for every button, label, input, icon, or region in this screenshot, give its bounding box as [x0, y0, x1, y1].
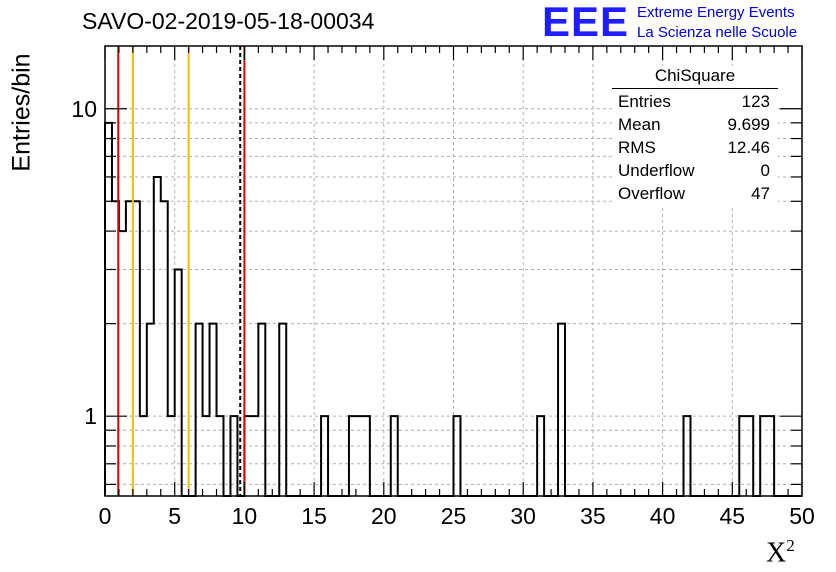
logo-text-line1: Extreme Energy Events [637, 4, 795, 21]
chart-title: SAVO-02-2019-05-18-00034 [82, 8, 375, 34]
stat-row-rms: RMS 12.46 [618, 138, 770, 160]
histogram-bin [126, 201, 133, 496]
histogram-bin [175, 269, 182, 496]
stat-key: Mean [618, 115, 661, 134]
x-tick-label: 5 [168, 503, 181, 529]
x-tick-label: 20 [371, 503, 397, 529]
x-axis-label-base: X [766, 537, 787, 569]
axes: 0 5 10 15 20 25 30 35 40 45 50 1 10 [71, 45, 815, 529]
stat-key: RMS [618, 138, 656, 157]
reference-lines [117, 46, 246, 496]
histogram-bin [105, 123, 112, 496]
y-tick-label: 1 [84, 403, 97, 429]
stat-key: Entries [618, 92, 671, 111]
stat-row-underflow: Underflow 0 [618, 161, 770, 183]
x-tick-label: 25 [441, 503, 467, 529]
x-tick-label: 15 [301, 503, 327, 529]
stat-row-overflow: Overflow 47 [618, 184, 770, 206]
histogram-bin [161, 201, 168, 496]
stat-row-entries: Entries 123 [618, 92, 770, 114]
x-axis-label-exponent: 2 [786, 536, 795, 555]
stat-value: 47 [751, 184, 770, 203]
histogram-bin [133, 201, 140, 496]
eee-logo-icon: EEE [542, 0, 630, 45]
y-tick-label: 10 [71, 96, 97, 122]
stats-title: ChiSquare [654, 66, 736, 85]
histogram-bin [279, 324, 286, 496]
histogram-bin [258, 324, 265, 496]
stat-value: 9.699 [727, 115, 770, 134]
stat-key: Overflow [618, 184, 686, 203]
x-tick-label: 40 [650, 503, 676, 529]
histogram-bin [147, 324, 154, 496]
histogram-bin [196, 324, 203, 496]
y-axis-label: Entries/bin [7, 53, 36, 172]
stat-value: 12.46 [727, 138, 770, 157]
x-tick-label: 45 [720, 503, 746, 529]
stat-row-mean: Mean 9.699 [618, 115, 770, 137]
x-tick-label: 10 [232, 503, 258, 529]
stat-key: Underflow [618, 161, 695, 180]
logo-text-line2: La Scienza nelle Scuole [637, 24, 798, 41]
x-axis-label: X2 [766, 536, 795, 569]
histogram-bin [210, 324, 217, 496]
stat-value: 123 [741, 92, 770, 111]
histogram-bin [119, 231, 126, 496]
x-tick-label: 50 [789, 503, 815, 529]
stat-value: 0 [760, 161, 770, 180]
x-tick-label: 35 [580, 503, 606, 529]
stats-box: ChiSquare Entries 123 Mean 9.699 RMS 12.… [612, 66, 778, 208]
x-tick-label: 0 [99, 503, 112, 529]
x-tick-label: 30 [510, 503, 536, 529]
histogram-bin [558, 324, 565, 496]
histogram-bin [154, 177, 161, 496]
stats-divider [612, 88, 778, 89]
